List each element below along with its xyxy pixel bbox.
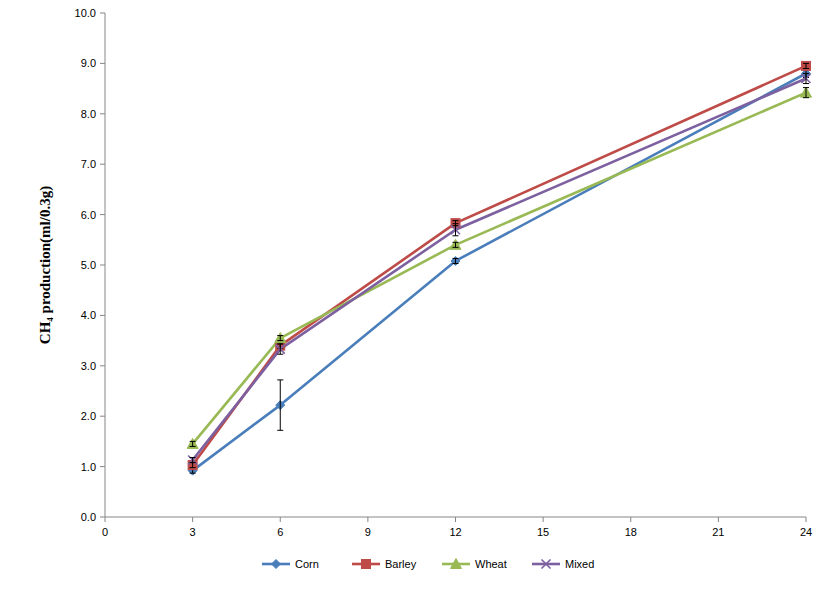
legend-label: Corn xyxy=(295,558,319,570)
marker xyxy=(802,61,811,70)
x-tick xyxy=(718,517,719,522)
series-line xyxy=(193,66,806,465)
y-tick-label: 8.0 xyxy=(81,108,96,120)
x-tick-label: 6 xyxy=(277,526,283,538)
y-tick xyxy=(100,63,105,64)
legend-marker xyxy=(362,560,371,569)
y-tick xyxy=(100,13,105,14)
x-tick xyxy=(806,517,807,522)
x-tick xyxy=(280,517,281,522)
marker xyxy=(451,256,460,265)
error-bar xyxy=(803,63,809,68)
marker xyxy=(802,74,811,83)
error-bar xyxy=(453,258,459,263)
y-tick-label: 1.0 xyxy=(81,461,96,473)
x-tick xyxy=(455,517,456,522)
legend-label: Mixed xyxy=(565,558,594,570)
x-tick xyxy=(543,517,544,522)
y-tick-label: 3.0 xyxy=(81,360,96,372)
error-bar xyxy=(190,458,196,463)
error-bar xyxy=(453,242,459,247)
legend: Corn Barley Wheat Mixed xyxy=(262,558,594,570)
series-line xyxy=(193,79,806,461)
marker xyxy=(187,438,198,448)
error-bar xyxy=(803,88,809,98)
y-tick xyxy=(100,164,105,165)
legend-label: Barley xyxy=(385,558,417,570)
error-bar xyxy=(453,224,459,236)
x-tick-label: 15 xyxy=(537,526,549,538)
x-tick xyxy=(630,517,631,522)
y-tick-label: 4.0 xyxy=(81,309,96,321)
marker xyxy=(275,333,286,343)
y-tick-label: 5.0 xyxy=(81,259,96,271)
y-axis-label: CH₄ production(ml/0.3g) xyxy=(37,186,54,344)
y-tick-label: 2.0 xyxy=(81,410,96,422)
error-bar xyxy=(190,463,196,468)
y-tick xyxy=(100,113,105,114)
legend-marker xyxy=(542,560,551,569)
x-tick-label: 9 xyxy=(365,526,371,538)
legend-label: Wheat xyxy=(475,558,507,570)
y-tick xyxy=(100,315,105,316)
y-tick-label: 9.0 xyxy=(81,57,96,69)
error-bar xyxy=(277,336,283,341)
error-bar xyxy=(277,380,283,430)
y-tick-label: 0.0 xyxy=(81,511,96,523)
x-tick xyxy=(192,517,193,522)
legend-marker xyxy=(272,560,281,569)
x-tick-label: 3 xyxy=(190,526,196,538)
x-tick-label: 18 xyxy=(625,526,637,538)
y-tick xyxy=(100,365,105,366)
series-line xyxy=(193,73,806,470)
error-bar xyxy=(277,344,283,354)
legend-marker xyxy=(451,559,462,569)
marker xyxy=(276,345,285,354)
y-tick-label: 10.0 xyxy=(75,7,96,19)
plot-area xyxy=(187,61,811,475)
y-tick-label: 7.0 xyxy=(81,158,96,170)
x-tick xyxy=(367,517,368,522)
y-tick xyxy=(100,416,105,417)
marker xyxy=(188,456,197,465)
chart: 0.0 1.0 2.0 3.0 4.0 5.0 6.0 7.0 8.0 9.0 10.0 0 3 6 9 12… xyxy=(0,0,824,597)
y-tick xyxy=(100,517,105,518)
x-tick-label: 24 xyxy=(800,526,812,538)
y-tick-label: 6.0 xyxy=(81,209,96,221)
y-tick xyxy=(100,214,105,215)
x-tick xyxy=(105,517,106,522)
error-bar xyxy=(190,441,196,446)
x-tick-label: 21 xyxy=(712,526,724,538)
x-tick-label: 0 xyxy=(102,526,108,538)
x-tick-label: 12 xyxy=(449,526,461,538)
marker xyxy=(450,239,461,249)
marker xyxy=(801,87,812,97)
series-line xyxy=(193,93,806,444)
y-tick xyxy=(100,466,105,467)
error-bar xyxy=(803,73,809,83)
y-tick xyxy=(100,265,105,266)
